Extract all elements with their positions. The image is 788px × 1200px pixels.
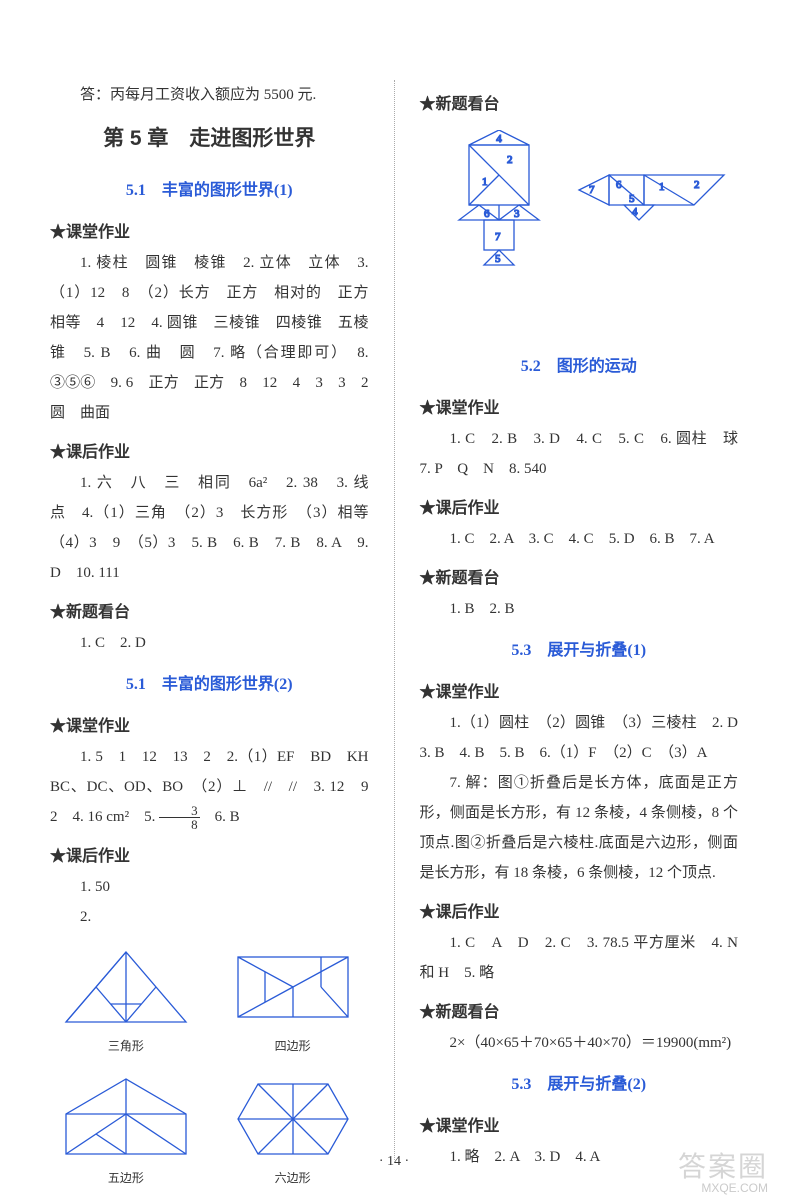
fraction-icon: 38: [159, 804, 200, 831]
shape-penta: 五边形: [50, 1069, 202, 1186]
svg-text:1: 1: [659, 181, 665, 193]
classwork-text-531-7: 7. 解：图①折叠后是长方体，底面是正方形，侧面是长方形，有 12 条棱，4 条…: [420, 768, 739, 888]
quad-tangram-icon: [228, 942, 358, 1032]
classwork-heading-2: ★课堂作业: [50, 712, 369, 736]
shape-quad: 四边形: [217, 942, 369, 1054]
homework-text-2b: 2.: [50, 902, 369, 932]
homework-heading: ★课后作业: [50, 438, 369, 462]
homework-text-52: 1. C 2. A 3. C 4. C 5. D 6. B 7. A: [420, 524, 739, 554]
watermark-text: 答案圈: [678, 1145, 768, 1185]
svg-text:1: 1: [482, 176, 488, 188]
newq-text-531: 2×（40×65＋70×65＋40×70）＝19900(mm²): [420, 1028, 739, 1058]
homework-text-531: 1. C A D 2. C 3. 78.5 平方厘米 4. N 和 H 5. 略: [420, 928, 739, 988]
section-5-2-title: 5.2 图形的运动: [420, 352, 739, 376]
newq-heading-r: ★新题看台: [420, 90, 739, 114]
chapter-title: 第 5 章 走进图形世界: [50, 122, 369, 152]
tangram-figures-icon: 4 2 1 6 3 7 5 7 6 5 4: [429, 130, 729, 330]
svg-text:4: 4: [496, 133, 502, 145]
newq-text-52: 1. B 2. B: [420, 594, 739, 624]
left-column: 答：丙每月工资收入额应为 5500 元. 第 5 章 走进图形世界 5.1 丰富…: [50, 80, 369, 1160]
page-content: 答：丙每月工资收入额应为 5500 元. 第 5 章 走进图形世界 5.1 丰富…: [50, 80, 738, 1160]
classwork-text-2: 1. 5 1 12 13 2 2.（1）EF BD KH BC、DC、OD、BO…: [50, 742, 369, 832]
homework-heading-52: ★课后作业: [420, 494, 739, 518]
svg-text:6: 6: [484, 208, 490, 220]
svg-text:6: 6: [616, 179, 622, 191]
classwork-text-531: 1.（1）圆柱 （2）圆锥 （3）三棱柱 2. D 3. B 4. B 5. B…: [420, 708, 739, 768]
classwork-text: 1. 棱柱 圆锥 棱锥 2. 立体 立体 3.（1）12 8 （2）长方 正方 …: [50, 248, 369, 428]
svg-text:7: 7: [495, 231, 501, 243]
cw-text-post: 6. B: [200, 809, 240, 825]
newq-heading: ★新题看台: [50, 598, 369, 622]
newq-heading-52: ★新题看台: [420, 564, 739, 588]
shape-label: 三角形: [108, 1037, 144, 1054]
penta-tangram-icon: [56, 1069, 196, 1164]
section-5-3-2-title: 5.3 展开与折叠(2): [420, 1070, 739, 1094]
shape-label: 四边形: [275, 1037, 311, 1054]
homework-text: 1. 六 八 三 相同 6a² 2. 38 3. 线 点 4.（1）三角 （2）…: [50, 468, 369, 588]
watermark-url: MXQE.COM: [701, 1181, 768, 1195]
homework-text-2a: 1. 50: [50, 872, 369, 902]
classwork-heading: ★课堂作业: [50, 218, 369, 242]
page-number: · 14 ·: [379, 1154, 409, 1170]
section-5-1-1-title: 5.1 丰富的图形世界(1): [50, 176, 369, 200]
shape-label: 五边形: [108, 1169, 144, 1186]
intro-answer: 答：丙每月工资收入额应为 5500 元.: [50, 80, 369, 110]
homework-heading-2: ★课后作业: [50, 842, 369, 866]
svg-text:5: 5: [629, 193, 635, 205]
right-column: ★新题看台 4 2 1 6: [420, 80, 739, 1160]
hex-tangram-icon: [228, 1069, 358, 1164]
shape-triangle: 三角形: [50, 942, 202, 1054]
svg-text:2: 2: [507, 154, 513, 166]
newq-heading-531: ★新题看台: [420, 998, 739, 1022]
shape-hex: 六边形: [217, 1069, 369, 1186]
classwork-heading-52: ★课堂作业: [420, 394, 739, 418]
newq-text: 1. C 2. D: [50, 628, 369, 658]
svg-text:5: 5: [495, 253, 501, 265]
shape-label: 六边形: [275, 1169, 311, 1186]
svg-text:7: 7: [589, 184, 595, 196]
shapes-grid: 三角形 四边形: [50, 942, 369, 1186]
svg-text:2: 2: [694, 179, 700, 191]
tangram-diagram: 4 2 1 6 3 7 5 7 6 5 4: [420, 130, 739, 330]
column-divider: [394, 80, 395, 1160]
homework-heading-531: ★课后作业: [420, 898, 739, 922]
classwork-heading-532: ★课堂作业: [420, 1112, 739, 1136]
triangle-tangram-icon: [56, 942, 196, 1032]
classwork-text-52: 1. C 2. B 3. D 4. C 5. C 6. 圆柱 球 7. P Q …: [420, 424, 739, 484]
section-5-1-2-title: 5.1 丰富的图形世界(2): [50, 670, 369, 694]
svg-text:3: 3: [514, 208, 520, 220]
frac-denominator: 8: [159, 818, 200, 831]
svg-text:4: 4: [632, 206, 638, 218]
classwork-heading-531: ★课堂作业: [420, 678, 739, 702]
frac-numerator: 3: [159, 804, 200, 818]
section-5-3-1-title: 5.3 展开与折叠(1): [420, 636, 739, 660]
